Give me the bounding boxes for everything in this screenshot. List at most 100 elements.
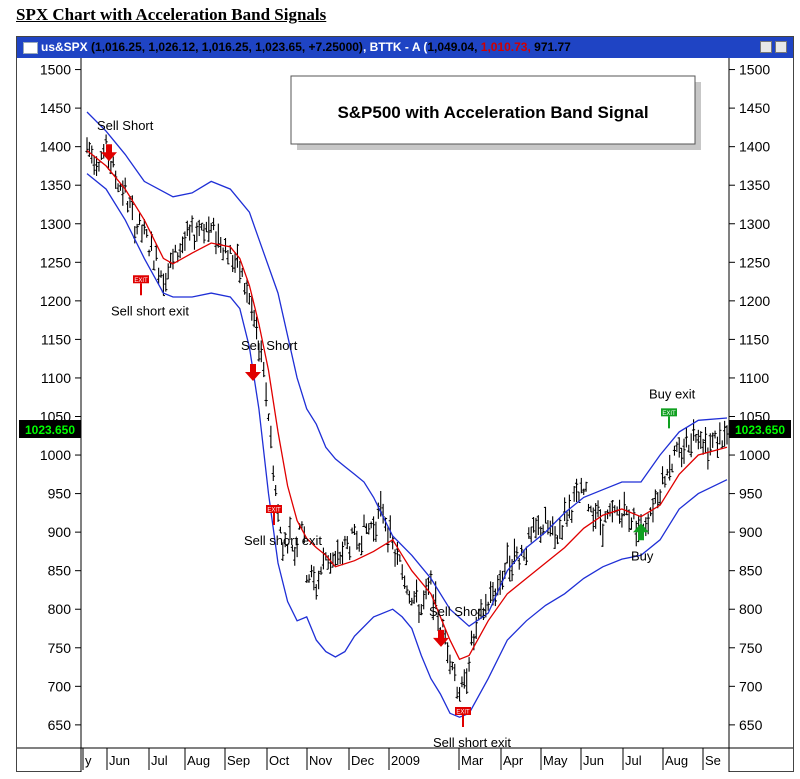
exit-tag: EXIT	[456, 709, 470, 715]
x-tick-label: Aug	[665, 753, 688, 768]
y-tick-right-label: 700	[739, 678, 763, 694]
ohlc-bars	[85, 134, 729, 702]
upper-band-line	[86, 111, 728, 628]
y-axis-left: 6507007508008509009501000105011001150120…	[40, 62, 81, 733]
lower-band-line	[86, 173, 728, 718]
sell-arrow-icon	[433, 629, 449, 647]
x-tick-label: Jul	[151, 753, 168, 768]
sell-exit-signal: EXIT Sell short exit	[244, 505, 322, 548]
exit-flag-icon	[455, 706, 471, 715]
y-tick-left-label: 1250	[40, 254, 71, 270]
buy-arrow-icon	[633, 523, 649, 541]
y-tick-left-label: 1350	[40, 177, 71, 193]
x-tick-label: Sep	[227, 753, 250, 768]
window-menu-icon[interactable]	[23, 42, 38, 54]
y-tick-left-label: 1450	[40, 100, 71, 116]
y-tick-right-label: 1350	[739, 177, 770, 193]
sell-signal: Sell Short	[429, 604, 486, 647]
y-tick-right-label: 1200	[739, 293, 770, 309]
maximize-icon[interactable]	[760, 41, 772, 53]
sell-exit-signal: EXIT Sell short exit	[111, 275, 189, 318]
y-tick-left-label: 800	[48, 601, 72, 617]
chart-titlebar[interactable]: us&SPX (1,016.25, 1,026.12, 1,016.25, 1,…	[17, 37, 793, 58]
signal-label: Sell Short	[97, 118, 154, 133]
x-tick-label: Se	[705, 753, 721, 768]
middle-band-line	[86, 149, 728, 661]
y-tick-left-label: 900	[48, 524, 72, 540]
y-tick-right-label: 950	[739, 486, 763, 502]
x-tick-label: Jul	[625, 753, 642, 768]
signal-label: Sell short exit	[111, 303, 189, 318]
sell-arrow-icon	[245, 363, 261, 381]
exit-flag-icon	[133, 275, 149, 284]
sell-arrow-icon	[101, 144, 117, 162]
y-tick-right-label: 1000	[739, 447, 770, 463]
y-tick-right-label: 1150	[739, 331, 769, 347]
x-tick-label: Mar	[461, 753, 484, 768]
y-tick-right-label: 1400	[739, 139, 770, 155]
y-tick-left-label: 1500	[40, 62, 71, 78]
chart-title: S&P500 with Acceleration Band Signal	[337, 103, 648, 122]
chart-title-box: S&P500 with Acceleration Band Signal	[290, 75, 701, 150]
buy-signal: Buy	[631, 523, 654, 563]
titlebar-text: us&SPX (1,016.25, 1,026.12, 1,016.25, 1,…	[41, 40, 571, 54]
acceleration-bands	[86, 111, 728, 718]
lower-band-value: 971.77	[534, 40, 571, 54]
middle-band-value: 1,010.73,	[480, 40, 535, 54]
last-price-right: 1023.650	[729, 420, 791, 438]
y-tick-right-label: 750	[739, 640, 763, 656]
indicator-label: , BTTK - A (	[362, 40, 428, 54]
y-tick-left-label: 1200	[40, 293, 71, 309]
y-tick-left-label: 850	[48, 563, 72, 579]
x-tick-label: y	[85, 753, 92, 768]
exit-flag-icon	[266, 505, 282, 514]
y-tick-left-label: 750	[48, 640, 72, 656]
last-price-left: 1023.650	[19, 420, 81, 438]
y-tick-right-label: 850	[739, 563, 763, 579]
signal-label: Sell Short	[429, 604, 486, 619]
x-tick-label: Aug	[187, 753, 210, 768]
y-tick-right-label: 1300	[739, 216, 770, 232]
last-price-right-label: 1023.650	[735, 423, 785, 437]
signal-label: Buy exit	[649, 386, 696, 401]
x-tick-label: Apr	[503, 753, 524, 768]
y-tick-left-label: 1300	[40, 216, 71, 232]
sell-signal: Sell Short	[241, 338, 298, 381]
y-tick-left-label: 1000	[40, 447, 71, 463]
signal-label: Sell short exit	[244, 533, 322, 548]
y-tick-left-label: 650	[48, 717, 72, 733]
y-tick-left-label: 1150	[41, 331, 71, 347]
x-tick-label: Oct	[269, 753, 290, 768]
quote-values: (1,016.25, 1,026.12, 1,016.25, 1,023.65,…	[91, 40, 363, 54]
sell-signal: Sell Short	[97, 118, 154, 162]
exit-tag: EXIT	[267, 508, 281, 514]
x-tick-label: Dec	[351, 753, 375, 768]
y-tick-right-label: 1500	[739, 62, 770, 78]
y-tick-right-label: 1450	[739, 100, 770, 116]
symbol-label: us&SPX	[41, 40, 88, 54]
y-tick-right-label: 1100	[739, 370, 769, 386]
y-tick-left-label: 1400	[40, 139, 71, 155]
y-axis-right: 6507007508008509009501000105011001150120…	[729, 62, 770, 733]
buy-exit-signal: EXIT Buy exit	[649, 386, 696, 429]
exit-tag: EXIT	[134, 278, 148, 284]
x-tick-label: 2009	[391, 753, 420, 768]
y-tick-right-label: 650	[739, 717, 763, 733]
chart-window[interactable]: us&SPX (1,016.25, 1,026.12, 1,016.25, 1,…	[16, 36, 794, 772]
x-axis: y Jun Jul Aug Sep Oct Nov Dec 2009 Mar Apr May Jun Ju…	[82, 748, 721, 770]
sell-exit-signal: EXIT Sell short exit	[433, 706, 511, 750]
signals-layer: Sell Short EXIT Sell short exit Sell Short E…	[97, 118, 696, 750]
exit-tag: EXIT	[662, 411, 676, 417]
signal-label: Sell short exit	[433, 735, 511, 750]
page-heading: SPX Chart with Acceleration Band Signals	[16, 5, 327, 24]
y-tick-left-label: 950	[48, 486, 72, 502]
last-price-left-label: 1023.650	[25, 423, 75, 437]
x-tick-label: Jun	[109, 753, 130, 768]
exit-flag-icon	[661, 408, 677, 417]
close-icon[interactable]	[775, 41, 787, 53]
x-tick-label: Nov	[309, 753, 333, 768]
upper-band-value: 1,049.04,	[427, 40, 481, 54]
y-tick-right-label: 1250	[739, 254, 770, 270]
signal-label: Sell Short	[241, 338, 298, 353]
y-tick-left-label: 700	[48, 678, 72, 694]
